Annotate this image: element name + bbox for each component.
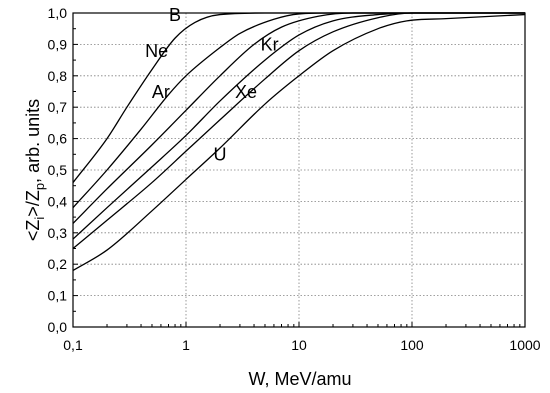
y-axis-title-sub1: i (32, 217, 47, 220)
y-axis-title-sub2: p (32, 183, 47, 190)
y-tick-label: 0,4 (48, 193, 68, 209)
x-tick-label: 1 (182, 337, 190, 353)
y-tick-label: 0,1 (48, 288, 68, 304)
series-label-b: B (169, 5, 181, 25)
series-label-u: U (214, 145, 227, 165)
y-tick-label: 0,9 (48, 36, 68, 52)
y-tick-label: 0,3 (48, 225, 68, 241)
y-tick-label: 0,0 (48, 319, 68, 335)
series-line-u (72, 13, 526, 272)
y-tick-label: 0,7 (48, 99, 68, 115)
y-tick-label: 0,5 (48, 162, 68, 178)
series-label-xe: Xe (235, 82, 257, 102)
series-line-xe (72, 12, 525, 249)
axis-ticks: 0,0 0,1 0,2 0,3 0,4 0,5 0,6 0,7 0,8 0,9 1,0 0,1 1 10 1… (48, 5, 541, 353)
y-axis-title-mid: >/Z (23, 190, 43, 217)
x-tick-label: 10 (291, 337, 307, 353)
series-labels: BNe Ar Kr Xe U (145, 5, 279, 165)
x-tick-label: 0,1 (63, 337, 83, 353)
y-tick-label: 0,8 (48, 68, 68, 84)
x-tick-label: 100 (400, 337, 424, 353)
x-axis-title: W, MeV/amu (248, 369, 351, 389)
grid-lines (73, 13, 525, 327)
y-axis-title: <Zi>/Zp, arb. units (23, 99, 47, 241)
y-tick-label: 1,0 (48, 5, 68, 21)
series-label-ne: Ne (145, 41, 168, 61)
x-tick-label: 1000 (509, 337, 540, 353)
y-axis-title-tail: , arb. units (23, 99, 43, 183)
y-axis-title-main: <Z (23, 220, 43, 242)
series-label-ar: Ar (152, 82, 170, 102)
y-tick-label: 0,6 (48, 131, 68, 147)
series-label-kr: Kr (261, 35, 279, 55)
y-tick-label: 0,2 (48, 256, 68, 272)
